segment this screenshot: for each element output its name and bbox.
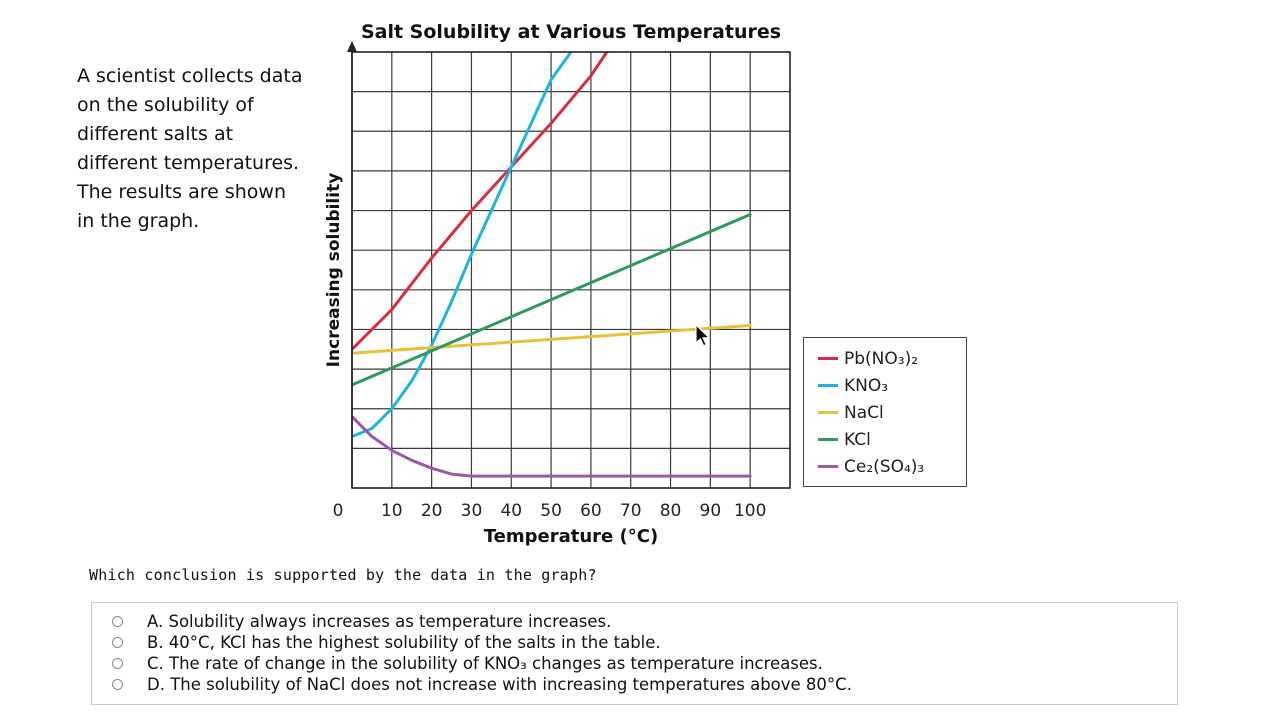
legend-item-pbno32: Pb(NO₃)₂: [818, 345, 966, 372]
x-tick-label: 60: [580, 501, 602, 521]
series-line: [352, 52, 609, 351]
radio-button-icon[interactable]: [112, 679, 123, 690]
legend-item-kcl: KCl: [818, 426, 966, 453]
chart-series: [352, 52, 752, 478]
x-tick-label: 80: [660, 501, 682, 521]
legend-label: Pb(NO₃)₂: [844, 348, 919, 369]
mouse-pointer-icon: [695, 324, 711, 347]
legend-label: KCl: [844, 429, 871, 450]
intro-line: on the solubility of: [77, 94, 254, 116]
legend-label: Ce₂(SO₄)₃: [844, 456, 925, 477]
x-tick-label: 100: [734, 501, 766, 521]
radio-button-icon[interactable]: [112, 637, 123, 648]
chart-labels: 0 10 20 30 40 50 60 70 80 90 100 Salt Solubility at…: [324, 21, 781, 547]
legend-item-nacl: NaCl: [818, 399, 966, 426]
option-text: B. 40°C, KCl has the highest solubility …: [147, 633, 661, 652]
legend-swatch: [818, 411, 838, 414]
legend-swatch: [818, 357, 838, 360]
series-line: [352, 213, 752, 387]
series-line: [352, 52, 573, 438]
intro-line: The results are shown: [77, 181, 286, 203]
x-tick-label: 70: [620, 501, 642, 521]
x-tick-label: 10: [381, 501, 403, 521]
answer-option-b[interactable]: B. 40°C, KCl has the highest solubility …: [112, 632, 1177, 653]
intro-text: A scientist collects data on the solubil…: [77, 62, 317, 236]
y-axis-label: Increasing solubility: [324, 173, 344, 368]
intro-line: different temperatures.: [77, 152, 300, 174]
y-axis-arrow-icon: [347, 41, 357, 52]
answer-choices: A. Solubility always increases as temper…: [91, 602, 1178, 705]
chart-axes: [347, 41, 791, 489]
radio-button-icon[interactable]: [112, 616, 123, 627]
question-prompt: Which conclusion is supported by the dat…: [89, 566, 597, 584]
x-tick-label: 40: [500, 501, 522, 521]
radio-button-icon[interactable]: [112, 658, 123, 669]
chart-grid: [351, 51, 791, 489]
option-text: A. Solubility always increases as temper…: [147, 612, 612, 631]
legend-label: KNO₃: [844, 375, 889, 396]
plot-border: [351, 51, 791, 489]
legend-item-kno3: KNO₃: [818, 372, 966, 399]
x-axis-label: Temperature (°C): [484, 526, 658, 547]
chart-title: Salt Solubility at Various Temperatures: [361, 21, 781, 43]
option-text: C. The rate of change in the solubility …: [147, 654, 823, 673]
intro-line: different salts at: [77, 123, 234, 145]
intro-line: A scientist collects data: [77, 65, 303, 87]
answer-option-c[interactable]: C. The rate of change in the solubility …: [112, 653, 1177, 674]
legend-item-ce2so43: Ce₂(SO₄)₃: [818, 453, 966, 480]
x-tick-label: 30: [461, 501, 483, 521]
legend-label: NaCl: [844, 402, 884, 423]
answer-option-a[interactable]: A. Solubility always increases as temper…: [112, 611, 1177, 632]
x-tick-label: 50: [540, 501, 562, 521]
x-tick-label: 0: [333, 501, 344, 521]
x-tick-label: 20: [421, 501, 443, 521]
legend-swatch: [818, 465, 838, 468]
option-text: D. The solubility of NaCl does not incre…: [147, 675, 852, 694]
legend-swatch: [818, 384, 838, 387]
solubility-chart: 0 10 20 30 40 50 60 70 80 90 100 Salt Solubility at…: [324, 21, 791, 547]
answer-option-d[interactable]: D. The solubility of NaCl does not incre…: [112, 674, 1177, 695]
x-tick-label: 90: [700, 501, 722, 521]
series-line: [352, 415, 752, 478]
intro-line: in the graph.: [77, 210, 200, 232]
series-line: [352, 324, 752, 355]
chart-legend: Pb(NO₃)₂ KNO₃ NaCl KCl Ce₂(SO₄)₃: [803, 337, 967, 487]
legend-swatch: [818, 438, 838, 441]
